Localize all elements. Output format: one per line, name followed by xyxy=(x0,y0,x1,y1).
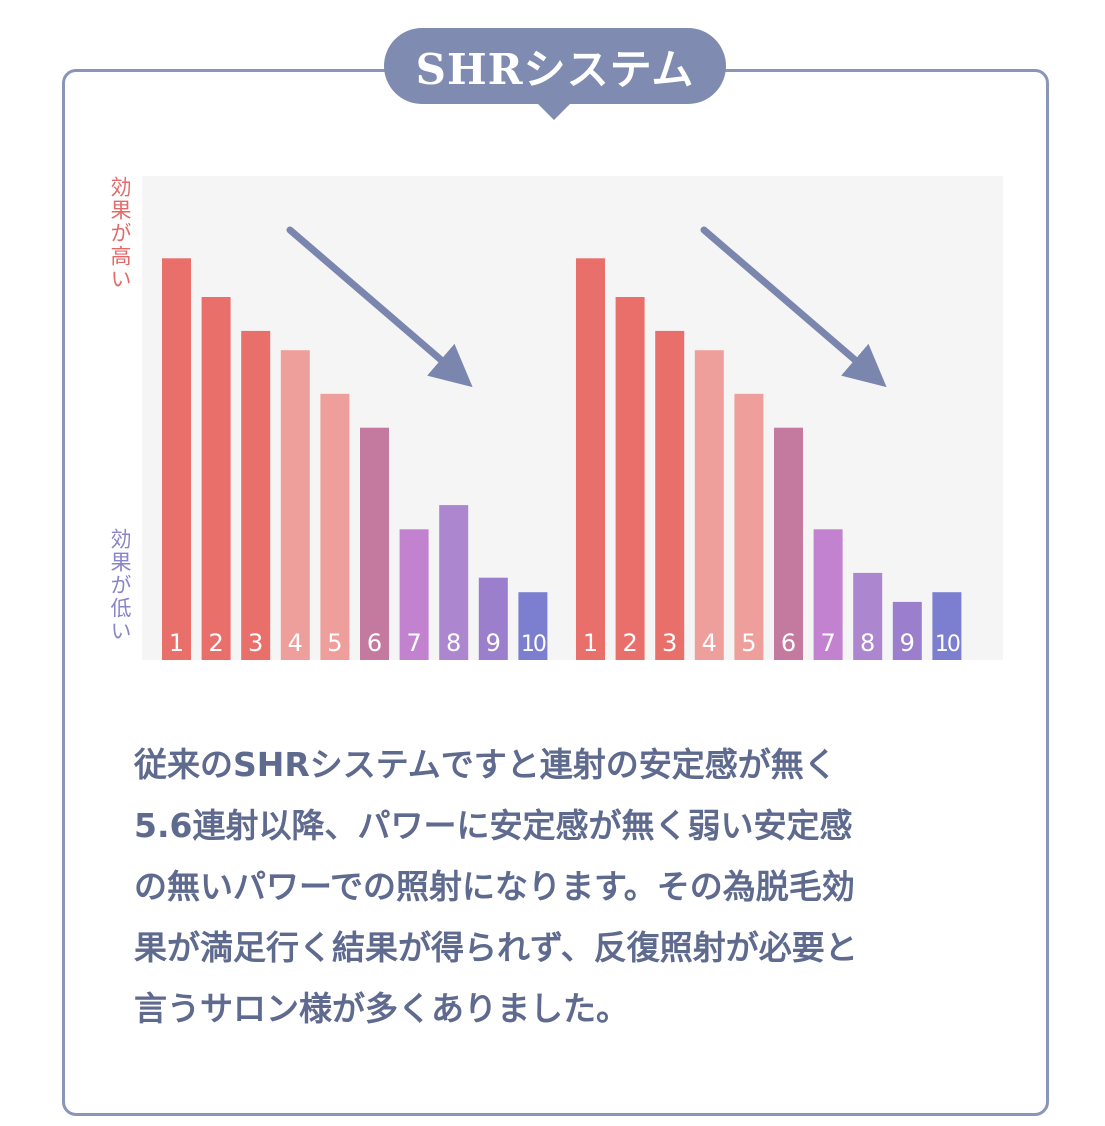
bar-label-2-3: 3 xyxy=(662,629,677,657)
bar-label-2-8: 8 xyxy=(860,629,875,657)
bar-2-3 xyxy=(655,330,685,660)
bar-label-1-7: 7 xyxy=(406,629,421,657)
bar-2-1 xyxy=(576,258,605,660)
bar-1-4 xyxy=(280,350,310,660)
bar-2-5 xyxy=(734,393,764,660)
bar-label-2-1: 1 xyxy=(583,629,598,657)
bar-label-2-4: 4 xyxy=(702,629,717,657)
bar-1-3 xyxy=(241,330,271,660)
bar-2-4 xyxy=(694,350,724,660)
bar-2-10 xyxy=(932,592,962,660)
trend-arrow-1 xyxy=(286,226,473,388)
bar-label-2-5: 5 xyxy=(741,629,756,657)
bar-2-9 xyxy=(892,601,922,660)
bar-label-1-8: 8 xyxy=(446,629,461,657)
trend-arrow-2 xyxy=(700,226,887,388)
bar-label-2-9: 9 xyxy=(900,629,915,657)
bar-2-2 xyxy=(615,297,645,660)
title-badge-pointer xyxy=(534,100,574,120)
chart-area: 1 2 3 4 5 6 7 8 9 10 1 2 3 4 5 6 7 8 9 10 xyxy=(142,176,1003,660)
bar-1-9 xyxy=(478,577,508,660)
bar-group-1: 1 2 3 4 5 6 7 8 9 10 xyxy=(162,226,548,660)
bar-label-1-2: 2 xyxy=(208,629,223,657)
description-text: 従来のSHRシステムですと連射の安定感が無く 5.6連射以降、パワーに安定感が無… xyxy=(134,745,858,1028)
bar-label-1-6: 6 xyxy=(367,629,382,657)
title-text: SHRシステム xyxy=(415,44,695,94)
bar-label-1-5: 5 xyxy=(327,629,342,657)
bar-label-2-2: 2 xyxy=(622,629,637,657)
bar-2-6 xyxy=(774,427,803,660)
y-label-low: 効果が低い xyxy=(108,528,132,643)
bar-2-8 xyxy=(853,572,883,660)
bar-label-2-7: 7 xyxy=(820,629,835,657)
bar-label-1-3: 3 xyxy=(248,629,263,657)
bar-1-6 xyxy=(360,427,389,660)
bar-label-2-10: 10 xyxy=(935,632,960,657)
bar-charts: 1 2 3 4 5 6 7 8 9 10 1 2 3 4 5 6 7 8 9 10 xyxy=(162,226,962,660)
bar-group-2: 1 2 3 4 5 6 7 8 9 10 xyxy=(576,226,962,660)
bar-label-1-9: 9 xyxy=(486,629,501,657)
bar-1-1 xyxy=(162,258,191,660)
bar-label-1-1: 1 xyxy=(169,629,184,657)
bar-1-8 xyxy=(439,505,469,660)
bar-label-1-4: 4 xyxy=(288,629,303,657)
bar-1-7 xyxy=(399,529,429,660)
bar-label-1-10: 10 xyxy=(521,632,546,657)
bar-1-10 xyxy=(518,592,548,660)
bar-2-7 xyxy=(813,529,843,660)
bar-1-5 xyxy=(320,393,350,660)
title-badge: SHRシステム xyxy=(384,28,726,104)
bar-1-2 xyxy=(201,297,231,660)
bar-label-2-6: 6 xyxy=(781,629,796,657)
y-label-high: 効果が高い xyxy=(108,176,132,291)
